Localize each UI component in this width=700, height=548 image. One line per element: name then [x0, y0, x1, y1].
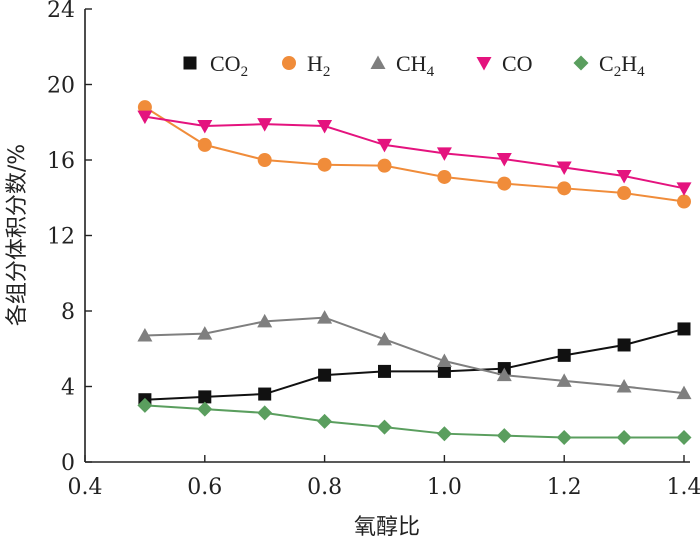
data-point-C2H4 — [676, 429, 692, 445]
data-point-CH4 — [556, 373, 572, 387]
data-point-CO — [616, 170, 632, 184]
legend-marker-CO — [476, 57, 492, 71]
series-C2H4 — [137, 397, 692, 445]
x-tick-label: 0.4 — [68, 475, 103, 500]
y-tick-label: 12 — [47, 225, 75, 250]
data-point-CO — [676, 182, 692, 196]
data-point-C2H4 — [197, 401, 213, 417]
series-line-CO2 — [144, 327, 685, 401]
data-point-CO — [496, 153, 512, 167]
data-point-H2 — [317, 157, 332, 172]
x-tick-label: 1.0 — [427, 475, 462, 500]
series-line-C2H4 — [144, 404, 684, 439]
series-line-H2 — [144, 106, 685, 203]
legend-marker-CO2 — [183, 56, 197, 70]
data-point-CO2 — [557, 348, 571, 362]
data-point-C2H4 — [556, 429, 572, 445]
series-CO2 — [138, 322, 691, 407]
y-tick-label: 16 — [47, 149, 75, 174]
legend-marker-C2H4 — [573, 55, 589, 71]
data-point-CO — [197, 120, 213, 134]
x-tick-label: 1.4 — [667, 475, 700, 500]
legend-marker-H2 — [282, 56, 296, 70]
data-point-CH4 — [676, 385, 692, 400]
x-tick-label: 0.6 — [187, 475, 222, 500]
data-point-H2 — [377, 158, 392, 173]
data-point-CO — [317, 120, 333, 134]
series-CO — [137, 110, 692, 196]
y-tick-label: 20 — [47, 74, 75, 99]
legend-label-CO2: CO2 — [210, 51, 248, 80]
data-point-H2 — [617, 186, 632, 201]
y-ticks: 0 4 8 12 16 20 24 — [47, 0, 92, 476]
y-tick-label: 0 — [61, 451, 75, 476]
series-line-CH4 — [144, 316, 685, 395]
legend-item-CO: CO — [476, 51, 533, 76]
legend-label-CO: CO — [502, 51, 533, 76]
legend-item-CO2: CO2 — [183, 51, 248, 80]
legend: CO2 H2 CH4 CO C2H4 — [183, 51, 645, 80]
data-point-H2 — [257, 153, 272, 167]
data-point-CO2 — [318, 368, 332, 382]
data-point-CO2 — [677, 322, 691, 336]
data-point-C2H4 — [377, 419, 392, 435]
data-point-C2H4 — [137, 397, 153, 413]
data-point-CO — [556, 161, 572, 176]
data-point-CH4 — [137, 328, 153, 342]
y-axis-title: 各组分体积分数/% — [5, 144, 30, 326]
legend-item-H2: H2 — [282, 51, 330, 80]
data-point-CO — [377, 138, 392, 153]
y-tick-label: 24 — [47, 0, 75, 23]
series-line-CO — [144, 115, 685, 190]
y-tick-label: 8 — [61, 300, 75, 325]
data-point-CH4 — [317, 310, 333, 324]
data-point-C2H4 — [616, 429, 632, 445]
series-layer — [137, 100, 692, 445]
data-point-C2H4 — [496, 428, 512, 444]
legend-label-CH4: CH4 — [396, 51, 435, 80]
data-point-CH4 — [257, 313, 273, 328]
x-axis-title: 氧醇比 — [354, 515, 420, 540]
data-point-H2 — [497, 176, 512, 191]
data-point-CO — [257, 118, 273, 132]
x-tick-label: 0.8 — [307, 475, 342, 500]
series-CH4 — [137, 310, 692, 400]
data-point-CO2 — [617, 338, 631, 352]
axes — [84, 9, 690, 463]
legend-marker-CH4 — [370, 55, 386, 69]
y-tick-label: 4 — [61, 376, 75, 401]
data-point-H2 — [677, 194, 691, 209]
legend-item-CH4: CH4 — [370, 51, 435, 80]
data-point-CO — [137, 110, 153, 125]
data-point-CO2 — [258, 387, 272, 401]
legend-label-C2H4: C2H4 — [599, 51, 645, 80]
data-point-C2H4 — [317, 413, 333, 429]
x-ticks: 0.4 0.6 0.8 1.0 1.2 1.4 — [68, 455, 700, 500]
data-point-H2 — [557, 181, 572, 196]
data-point-CO — [436, 147, 452, 161]
data-point-H2 — [197, 137, 212, 152]
x-tick-label: 1.2 — [547, 475, 582, 500]
data-point-CO2 — [198, 390, 212, 404]
data-point-C2H4 — [257, 405, 273, 421]
series-H2 — [137, 100, 691, 209]
data-point-CH4 — [496, 367, 512, 382]
data-point-CH4 — [197, 326, 213, 340]
data-point-CH4 — [377, 331, 392, 346]
legend-item-C2H4: C2H4 — [573, 51, 645, 80]
data-point-H2 — [437, 169, 452, 184]
data-point-CH4 — [436, 353, 452, 368]
data-point-C2H4 — [436, 426, 452, 442]
data-point-CH4 — [616, 379, 632, 393]
legend-label-H2: H2 — [307, 51, 330, 80]
data-point-CO2 — [437, 364, 451, 378]
data-point-CO2 — [378, 364, 391, 378]
